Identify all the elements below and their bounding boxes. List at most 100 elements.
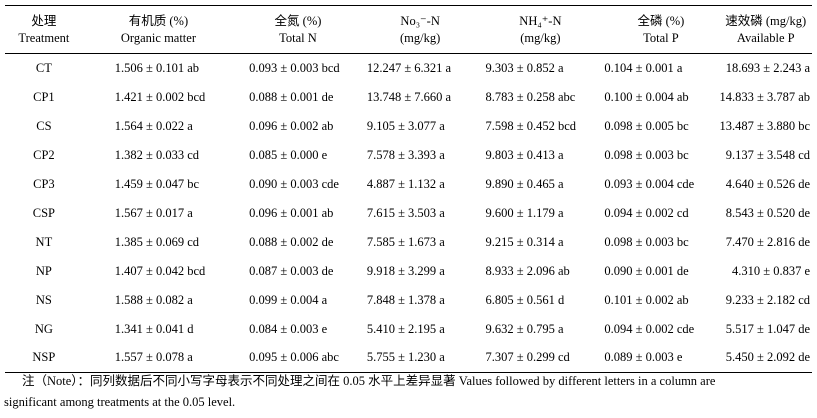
value-cell: 0.094 ± 0.002 cd: [604, 205, 689, 220]
header-zh: NH₄⁺-N: [519, 14, 562, 28]
value-cell: 5.450 ± 2.092 de: [725, 350, 810, 365]
header-en: Total P: [643, 31, 679, 45]
value-cell: 7.585 ± 1.673 a: [366, 234, 445, 249]
value-cell: 0.098 ± 0.003 bc: [604, 147, 689, 162]
table-row: CS 1.564 ± 0.022 a 0.096 ± 0.002 ab 9.105 ±…: [5, 112, 812, 141]
header-cell-no3-n: No₃⁻-N (mg/kg): [362, 6, 479, 54]
value-cell: 1.506 ± 0.101 ab: [114, 60, 200, 75]
treatment-cell: CP3: [33, 176, 55, 191]
header-cell-available-p: 速效磷 (mg/kg) Available P: [719, 6, 812, 54]
table-body: CT 1.506 ± 0.101 ab 0.093 ± 0.003 bcd 12.24…: [5, 54, 812, 373]
value-cell: 7.598 ± 0.452 bcd: [485, 118, 577, 133]
value-cell: 1.564 ± 0.022 a: [114, 118, 193, 133]
value-cell: 7.848 ± 1.378 a: [366, 292, 445, 307]
header-cell-nh4-n: NH₄⁺-N (mg/kg): [478, 6, 602, 54]
value-cell: 0.089 ± 0.003 e: [604, 350, 683, 365]
table-row: NT 1.385 ± 0.069 cd 0.088 ± 0.002 de 7.585 …: [5, 228, 812, 257]
value-cell: 7.307 ± 0.299 cd: [485, 350, 570, 365]
treatment-cell: CP2: [33, 147, 55, 162]
value-cell: 1.588 ± 0.082 a: [114, 292, 193, 307]
header-zh: 速效磷 (mg/kg): [725, 14, 807, 28]
treatment-cell: NSP: [32, 350, 56, 365]
header-zh: 全氮 (%): [274, 14, 322, 28]
value-cell: 9.303 ± 0.852 a: [485, 60, 564, 75]
header-en: Treatment: [18, 31, 70, 45]
value-cell: 0.104 ± 0.001 a: [604, 60, 683, 75]
value-cell: 1.557 ± 0.078 a: [114, 350, 193, 365]
value-cell: 0.101 ± 0.002 ab: [604, 292, 689, 307]
value-cell: 0.094 ± 0.002 cde: [604, 321, 695, 336]
value-cell: 1.382 ± 0.033 cd: [114, 147, 200, 162]
value-cell: 4.640 ± 0.526 de: [725, 176, 810, 191]
value-cell: 1.421 ± 0.002 bcd: [114, 89, 206, 104]
treatment-cell: CP1: [33, 89, 55, 104]
value-cell: 4.887 ± 1.132 a: [366, 176, 445, 191]
table-row: CP1 1.421 ± 0.002 bcd 0.088 ± 0.001 de 13.7…: [5, 83, 812, 112]
header-zh: 有机质 (%): [128, 14, 189, 28]
table-row: NG 1.341 ± 0.041 d 0.084 ± 0.003 e 5.410 ± …: [5, 315, 812, 344]
value-cell: 0.087 ± 0.003 de: [249, 263, 334, 278]
header-cell-treatment: 处理 Treatment: [5, 6, 83, 54]
header-en: Total N: [279, 31, 317, 45]
value-cell: 0.096 ± 0.002 ab: [249, 118, 334, 133]
value-cell: 5.517 ± 1.047 de: [725, 321, 810, 336]
value-cell: 0.099 ± 0.004 a: [249, 292, 328, 307]
value-cell: 1.341 ± 0.041 d: [114, 321, 194, 336]
table-row: NP 1.407 ± 0.042 bcd 0.087 ± 0.003 de 9.918…: [5, 257, 812, 286]
value-cell: 1.407 ± 0.042 bcd: [114, 263, 206, 278]
value-cell: 4.310 ± 0.837 e: [731, 263, 810, 278]
value-cell: 0.085 ± 0.000 e: [249, 147, 328, 162]
value-cell: 9.215 ± 0.314 a: [485, 234, 564, 249]
header-en: Available P: [736, 31, 795, 45]
value-cell: 8.933 ± 2.096 ab: [485, 263, 570, 278]
value-cell: 5.410 ± 2.195 a: [366, 321, 445, 336]
value-cell: 0.098 ± 0.005 bc: [604, 118, 689, 133]
header-zh: 全磷 (%): [637, 14, 685, 28]
value-cell: 6.805 ± 0.561 d: [485, 292, 565, 307]
value-cell: 9.803 ± 0.413 a: [485, 147, 564, 162]
value-cell: 13.487 ± 3.880 bc: [719, 118, 810, 133]
value-cell: 0.093 ± 0.003 bcd: [249, 60, 340, 75]
value-cell: 18.693 ± 2.243 a: [725, 60, 810, 75]
value-cell: 0.088 ± 0.002 de: [249, 234, 334, 249]
value-cell: 1.459 ± 0.047 bc: [114, 176, 200, 191]
footnote-line-1: 注（Note）：同列数据后不同小写字母表示不同处理之间在 0.05 水平上差异显…: [22, 374, 716, 388]
value-cell: 8.543 ± 0.520 de: [725, 205, 810, 220]
value-cell: 1.385 ± 0.069 cd: [114, 234, 200, 249]
table-footnote: 注（Note）：同列数据后不同小写字母表示不同处理之间在 0.05 水平上差异显…: [4, 371, 812, 413]
treatment-cell: CT: [35, 60, 52, 75]
header-cell-organic-matter: 有机质 (%) Organic matter: [83, 6, 234, 54]
treatment-cell: NS: [35, 292, 52, 307]
header-zh: 处理: [31, 14, 57, 28]
treatment-cell: CSP: [32, 205, 55, 220]
treatment-cell: NT: [35, 234, 53, 249]
value-cell: 9.632 ± 0.795 a: [485, 321, 564, 336]
header-zh: No₃⁻-N: [400, 14, 440, 28]
value-cell: 9.105 ± 3.077 a: [366, 118, 445, 133]
table-row: NSP 1.557 ± 0.078 a 0.095 ± 0.006 abc 5.755…: [5, 344, 812, 373]
value-cell: 9.918 ± 3.299 a: [366, 263, 445, 278]
header-cell-total-p: 全磷 (%) Total P: [602, 6, 719, 54]
table-header: 处理 Treatment 有机质 (%) Organic matter 全氮 (…: [5, 5, 812, 54]
value-cell: 14.833 ± 3.787 ab: [719, 89, 810, 104]
value-cell: 9.137 ± 3.548 cd: [725, 147, 810, 162]
value-cell: 7.615 ± 3.503 a: [366, 205, 445, 220]
treatment-cell: NG: [34, 321, 53, 336]
value-cell: 7.470 ± 2.816 de: [725, 234, 810, 249]
value-cell: 0.095 ± 0.006 abc: [249, 350, 339, 365]
value-cell: 0.100 ± 0.004 ab: [604, 89, 689, 104]
value-cell: 9.600 ± 1.179 a: [485, 205, 564, 220]
table-row: CT 1.506 ± 0.101 ab 0.093 ± 0.003 bcd 12.24…: [5, 54, 812, 83]
table-row: CSP 1.567 ± 0.017 a 0.096 ± 0.001 ab 7.615 …: [5, 199, 812, 228]
footnote-line-2: significant among treatments at the 0.05…: [4, 395, 236, 409]
table-row: CP3 1.459 ± 0.047 bc 0.090 ± 0.003 cde 4.88…: [5, 170, 812, 199]
value-cell: 0.090 ± 0.001 de: [604, 263, 689, 278]
header-en: (mg/kg): [400, 31, 441, 45]
value-cell: 8.783 ± 0.258 abc: [485, 89, 576, 104]
value-cell: 12.247 ± 6.321 a: [366, 60, 452, 75]
header-en: Organic matter: [120, 31, 196, 45]
value-cell: 5.755 ± 1.230 a: [366, 350, 445, 365]
header-row: 处理 Treatment 有机质 (%) Organic matter 全氮 (…: [5, 5, 812, 54]
header-cell-total-n: 全氮 (%) Total N: [234, 6, 362, 54]
